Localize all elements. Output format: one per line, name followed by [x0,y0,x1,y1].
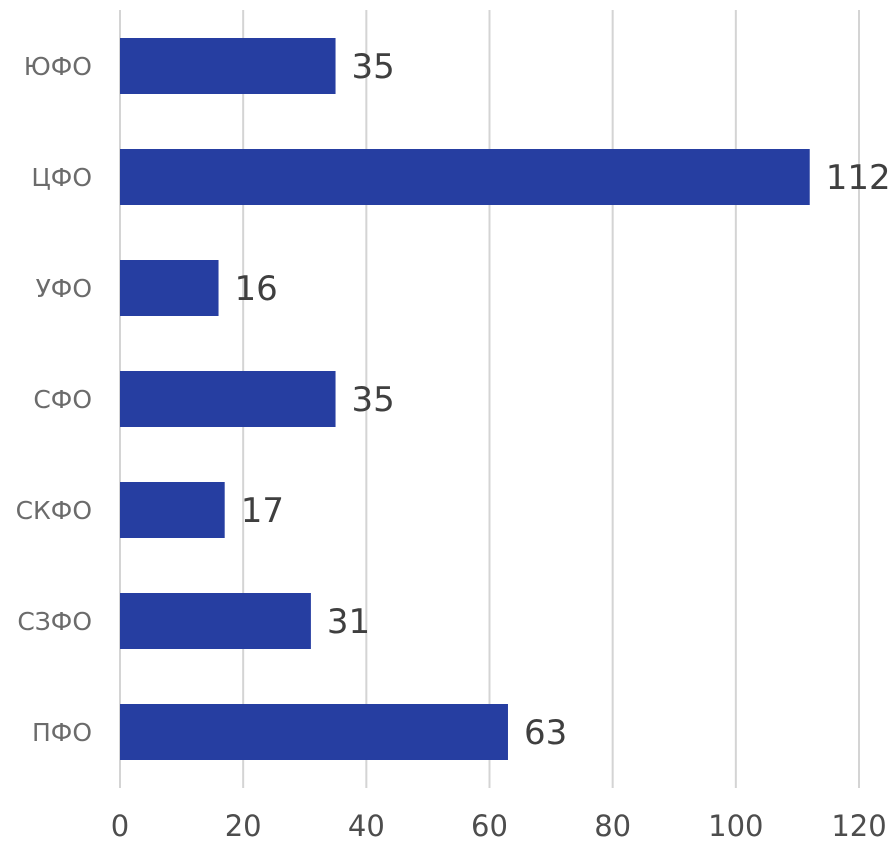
category-label-3: СФО [33,385,92,414]
bar-6 [120,704,508,760]
data-label-2: 16 [235,269,278,309]
x-tick-label-20: 20 [225,809,262,839]
data-label-6: 63 [524,713,567,753]
x-tick-label-80: 80 [594,809,631,839]
category-labels: ЮФО ЦФО УФО СФО СКФО СЗФО ПФО [16,52,92,747]
x-tick-label-40: 40 [348,809,385,839]
bar-3 [120,371,336,427]
data-label-1: 112 [826,158,891,198]
category-label-6: ПФО [32,718,92,747]
bar-4 [120,482,225,538]
x-tick-label-120: 120 [831,809,886,839]
grid [119,10,860,788]
bar-2 [120,260,219,316]
bar-5 [120,593,311,649]
bar-1 [120,149,810,205]
category-label-4: СКФО [16,496,92,525]
category-label-2: УФО [36,274,92,303]
bar-0 [120,38,336,94]
x-axis-ticks: 0 20 40 60 80 100 120 [111,809,887,843]
category-label-0: ЮФО [24,52,92,81]
data-labels: 35 112 16 35 17 31 63 [235,47,891,753]
data-label-3: 35 [352,380,395,420]
data-label-4: 17 [241,491,284,531]
category-label-1: ЦФО [31,163,92,192]
data-label-5: 31 [327,602,370,642]
x-tick-label-100: 100 [708,809,763,839]
bars [120,38,810,760]
x-tick-label-60: 60 [471,809,508,839]
data-label-0: 35 [352,47,395,87]
category-label-5: СЗФО [17,607,92,636]
x-tick-label-0: 0 [111,809,129,839]
